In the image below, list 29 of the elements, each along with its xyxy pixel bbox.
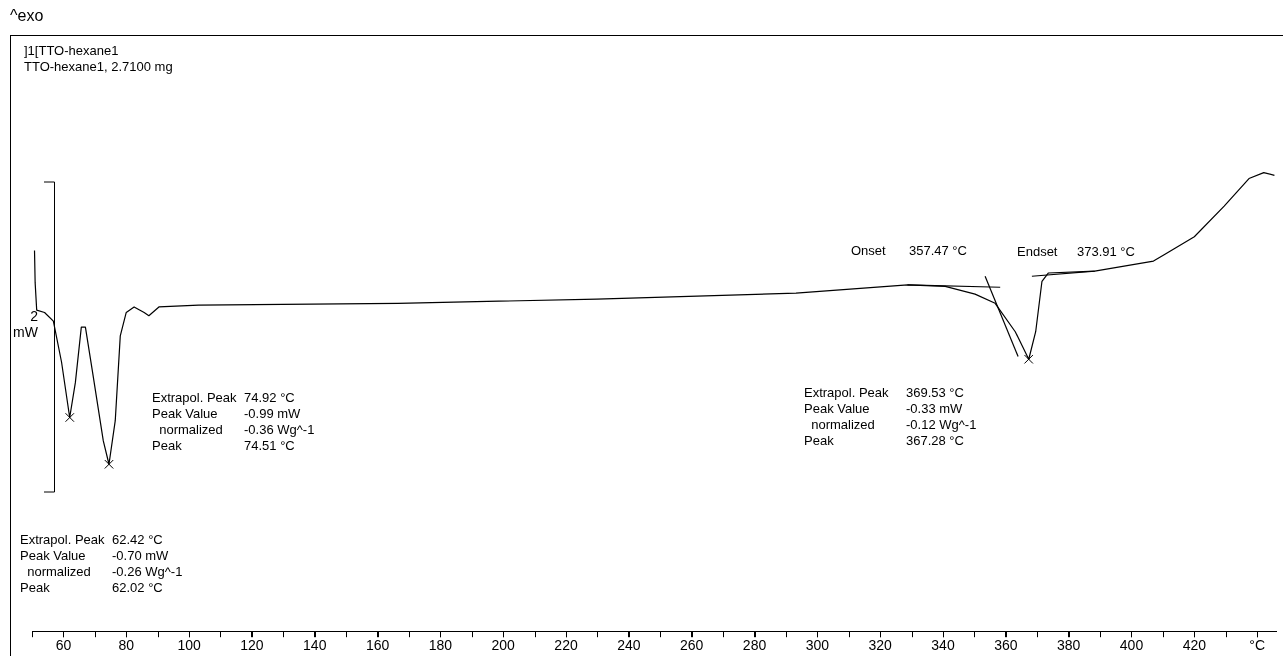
x-tick-label: 400 (1119, 637, 1144, 654)
x-tick-label: 180 (428, 637, 453, 654)
x-tick-label: 240 (617, 637, 641, 654)
x-tick-label: 160 (365, 637, 390, 654)
text: ^exo (10, 7, 44, 24)
x-tick-label: 360 (994, 637, 1018, 654)
x-tick-label: 220 (554, 637, 578, 654)
chart-subtitle: TTO-hexane1, 2.7100 mg (24, 59, 173, 75)
text: Extrapol. Peak 369.53 °C Peak Value -0.33 mW normalized -0.12 Wg^-1 Peak 367.28 °C (804, 385, 977, 448)
x-tick-label: 60 (55, 637, 72, 654)
x-tick-label: 140 (303, 637, 327, 654)
x-tick-label: 340 (931, 637, 955, 654)
x-tick-label: 280 (742, 637, 767, 654)
x-tick-label: °C (1249, 637, 1266, 654)
text: Onset 357.47 °C (851, 243, 967, 258)
x-tick-label: 120 (240, 637, 264, 654)
chart-title: ]1[TTO-hexane1 (24, 43, 119, 59)
text: Extrapol. Peak 62.42 °C Peak Value -0.70 mW normalized -0.26 Wg^-1 Peak 62.02 °C (20, 532, 183, 595)
text: Endset 373.91 °C (1017, 244, 1135, 259)
x-tick-label: 200 (491, 637, 516, 654)
x-tick-label: 260 (680, 637, 704, 654)
annotation: 2 mW (12, 308, 38, 340)
x-tick-label: 420 (1182, 637, 1207, 654)
x-tick-label: 380 (1056, 637, 1081, 654)
text: Extrapol. Peak 74.92 °C Peak Value -0.99 mW normalized -0.36 Wg^-1 Peak 74.51 °C (152, 390, 315, 453)
x-tick-label: 320 (868, 637, 893, 654)
x-tick-label: 80 (118, 637, 135, 654)
x-tick-label: 300 (805, 637, 830, 654)
x-tick-label: 100 (177, 637, 201, 654)
